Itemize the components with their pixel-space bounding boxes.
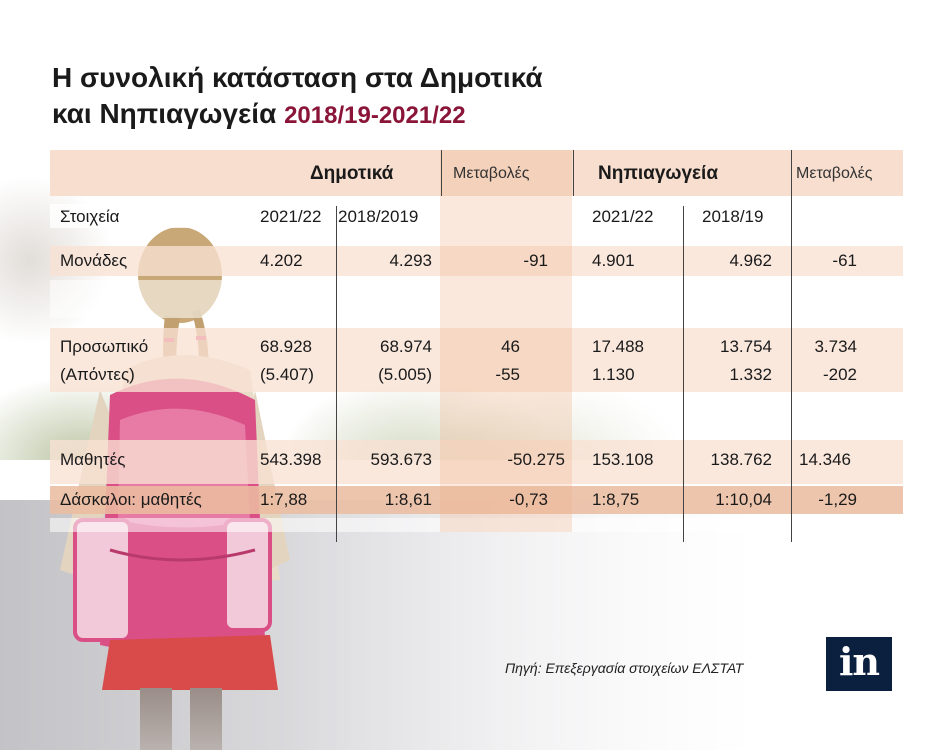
cell-n-2018: 1:10,04 <box>715 490 772 509</box>
column-divider <box>573 150 574 196</box>
column-header-d-2021: 2021/22 <box>260 207 322 226</box>
row-label: Μονάδες <box>60 251 128 270</box>
cell-d-change: -50.275 <box>507 450 565 469</box>
column-header-label: Στοιχεία <box>60 207 120 226</box>
title-line-2: και Νηπιαγωγεία <box>52 98 277 129</box>
row-band-units <box>50 246 903 276</box>
header-band <box>50 150 903 196</box>
page-title: Η συνολική κατάσταση στα Δημοτικά και Νη… <box>52 60 543 134</box>
column-header-n-2018: 2018/19 <box>702 207 764 226</box>
cell-n-change: 3.734 <box>814 337 857 356</box>
row-band-students <box>50 440 903 484</box>
column-divider <box>683 206 684 542</box>
cell-d-2018: 1:8,61 <box>384 490 432 509</box>
cell-d-2021: 543.398 <box>260 450 322 469</box>
cell-d-2018: 68.974 <box>380 337 432 356</box>
column-divider <box>336 206 337 542</box>
changes-column-highlight <box>440 150 572 532</box>
in-logo: in <box>826 637 892 691</box>
cell-d-2018: (5.005) <box>378 365 432 384</box>
column-divider <box>441 150 442 196</box>
cell-d-2021: 1:7,88 <box>260 490 308 509</box>
cell-n-2021: 1.130 <box>592 365 635 384</box>
cell-n-2018: 1.332 <box>729 365 772 384</box>
bottom-band <box>50 518 903 532</box>
header-changes-primary: Μεταβολές <box>453 165 530 182</box>
cell-n-2021: 17.488 <box>592 337 644 356</box>
cell-d-2021: 68.928 <box>260 337 312 356</box>
cell-d-change: -91 <box>523 251 548 270</box>
cell-d-2018: 593.673 <box>370 450 432 469</box>
cell-d-2021: (5.407) <box>260 365 314 384</box>
cell-n-2021: 4.901 <box>592 251 635 270</box>
cell-n-2021: 1:8,75 <box>592 490 640 509</box>
header-changes-preschool: Μεταβολές <box>796 165 873 182</box>
row-label: Μαθητές <box>60 450 126 469</box>
cell-d-2018: 4.293 <box>389 251 432 270</box>
title-years: 2018/19-2021/22 <box>284 102 466 129</box>
column-header-d-2018: 2018/2019 <box>338 207 419 226</box>
spacer-band <box>50 280 903 318</box>
row-label: Προσωπικό <box>60 337 149 356</box>
column-header-band <box>50 204 903 228</box>
row-band-staff <box>50 328 903 392</box>
row-label: (Απόντες) <box>60 365 135 384</box>
statistics-table: Δημοτικά Μεταβολές Νηπιαγωγεία Μεταβολές… <box>50 150 903 542</box>
cell-n-2018: 4.962 <box>729 251 772 270</box>
cell-n-2018: 13.754 <box>720 337 772 356</box>
cell-n-change: -202 <box>822 365 857 384</box>
cell-n-2018: 138.762 <box>710 450 772 469</box>
header-nipiagogeia: Νηπιαγωγεία <box>598 163 718 184</box>
cell-n-2021: 153.108 <box>592 450 654 469</box>
cell-d-change: -55 <box>495 365 520 384</box>
title-line-1: Η συνολική κατάσταση στα Δημοτικά <box>52 62 543 93</box>
cell-n-change: -61 <box>832 251 857 270</box>
column-header-n-2021: 2021/22 <box>592 207 654 226</box>
column-divider <box>791 150 792 542</box>
row-band-ratio <box>50 486 903 514</box>
cell-n-change: 14.346 <box>799 450 851 469</box>
cell-d-change: 46 <box>501 337 520 356</box>
row-label: Δάσκαλοι: μαθητές <box>60 490 202 509</box>
cell-d-change: -0,73 <box>509 490 548 509</box>
cell-d-2021: 4.202 <box>260 251 303 270</box>
cell-n-change: -1,29 <box>818 490 857 509</box>
header-dimotika: Δημοτικά <box>310 163 394 184</box>
source-note: Πηγή: Επεξεργασία στοιχείων ΕΛΣΤΑΤ <box>505 660 744 676</box>
